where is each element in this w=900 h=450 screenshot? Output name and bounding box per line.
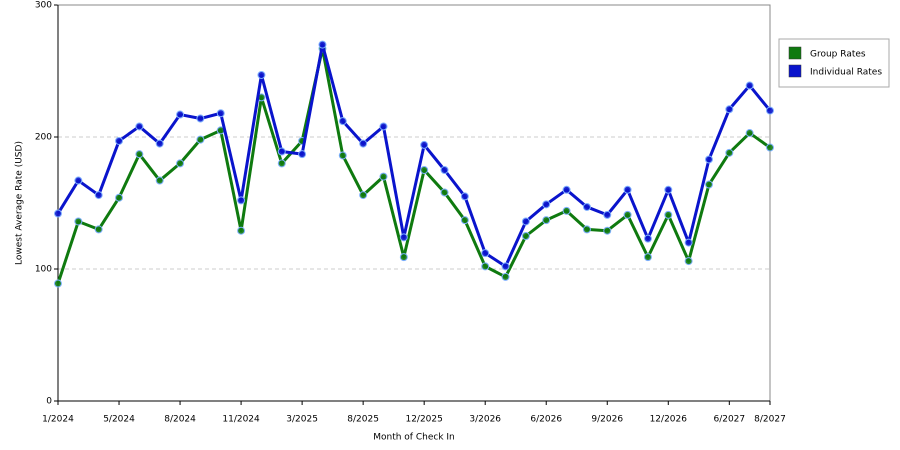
data-point [766,143,774,152]
data-point [745,129,754,138]
data-point [582,225,591,234]
data-point [379,172,388,181]
data-point [521,232,530,240]
data-point [643,234,652,243]
data-point [237,226,246,235]
data-point [664,185,673,194]
y-axis-label: Lowest Average Rate (USD) [15,141,25,265]
data-point [338,151,347,160]
data-point [684,257,693,266]
data-point [115,136,124,145]
legend-box [778,38,890,88]
data-point [176,110,185,119]
data-point [501,262,510,271]
y-tick-label: 100 [35,265,52,275]
data-point [420,140,429,149]
y-tick-label: 300 [35,1,52,11]
x-tick-label: 6/2026 [530,415,562,425]
data-point [725,105,734,114]
data-point [603,226,612,235]
x-tick-label: 6/2027 [713,415,745,425]
data-point [440,188,449,197]
data-point [155,139,164,148]
data-point [196,114,205,123]
data-point [135,150,144,159]
data-point [399,233,408,242]
data-point [54,209,62,218]
data-point [745,81,754,90]
data-point [359,191,368,200]
data-point [359,139,368,148]
data-point [562,206,571,215]
data-point [562,185,571,194]
data-point [684,238,693,247]
data-point [704,180,713,189]
data-point [766,106,774,115]
data-point [481,262,490,271]
y-tick-label: 200 [35,133,52,143]
data-point [481,249,490,258]
data-point [135,122,144,131]
data-point [338,117,347,126]
x-tick-label: 8/2024 [164,415,196,425]
data-point [94,225,103,234]
data-point [74,217,83,226]
data-point [399,253,408,262]
x-tick-label: 8/2027 [754,415,786,425]
data-point [318,40,327,49]
y-tick-label: 0 [46,397,52,407]
x-tick-label: 12/2026 [650,415,688,425]
data-point [176,159,185,168]
data-point [277,147,286,156]
data-point [501,272,510,281]
x-tick-label: 12/2025 [405,415,442,425]
data-point [623,185,632,194]
data-point [257,70,266,79]
legend-swatch [788,46,802,60]
data-point [94,191,103,200]
data-point [704,155,713,164]
data-point [582,202,591,211]
data-point [54,279,62,288]
data-point [725,148,734,157]
data-point [440,166,449,174]
legend-label: Individual Rates [810,68,882,78]
data-point [542,200,551,209]
x-tick-label: 3/2025 [286,415,318,425]
data-point [420,166,429,174]
data-point [74,176,83,185]
data-point [460,192,469,201]
data-point [460,216,469,225]
data-point [277,159,286,168]
data-point [115,193,124,202]
legend-swatch [788,64,802,78]
data-point [643,253,652,262]
data-point [216,109,225,118]
data-point [603,210,612,219]
data-point [623,210,632,219]
data-point [379,122,388,131]
data-point [664,210,673,219]
legend-label: Group Rates [810,50,866,60]
series-line [56,47,771,284]
data-point [298,150,307,159]
x-tick-label: 11/2024 [222,415,260,425]
x-tick-label: 1/2024 [42,415,74,425]
x-tick-label: 3/2026 [469,415,501,425]
data-point [521,217,530,226]
data-point [196,135,205,144]
series-line [56,43,772,268]
x-tick-label: 5/2024 [103,415,135,425]
data-point [542,216,551,225]
x-tick-label: 8/2025 [347,415,379,425]
x-axis-label: Month of Check In [373,433,455,443]
x-tick-label: 9/2026 [591,415,623,425]
data-point [237,196,246,205]
data-point [155,176,164,185]
